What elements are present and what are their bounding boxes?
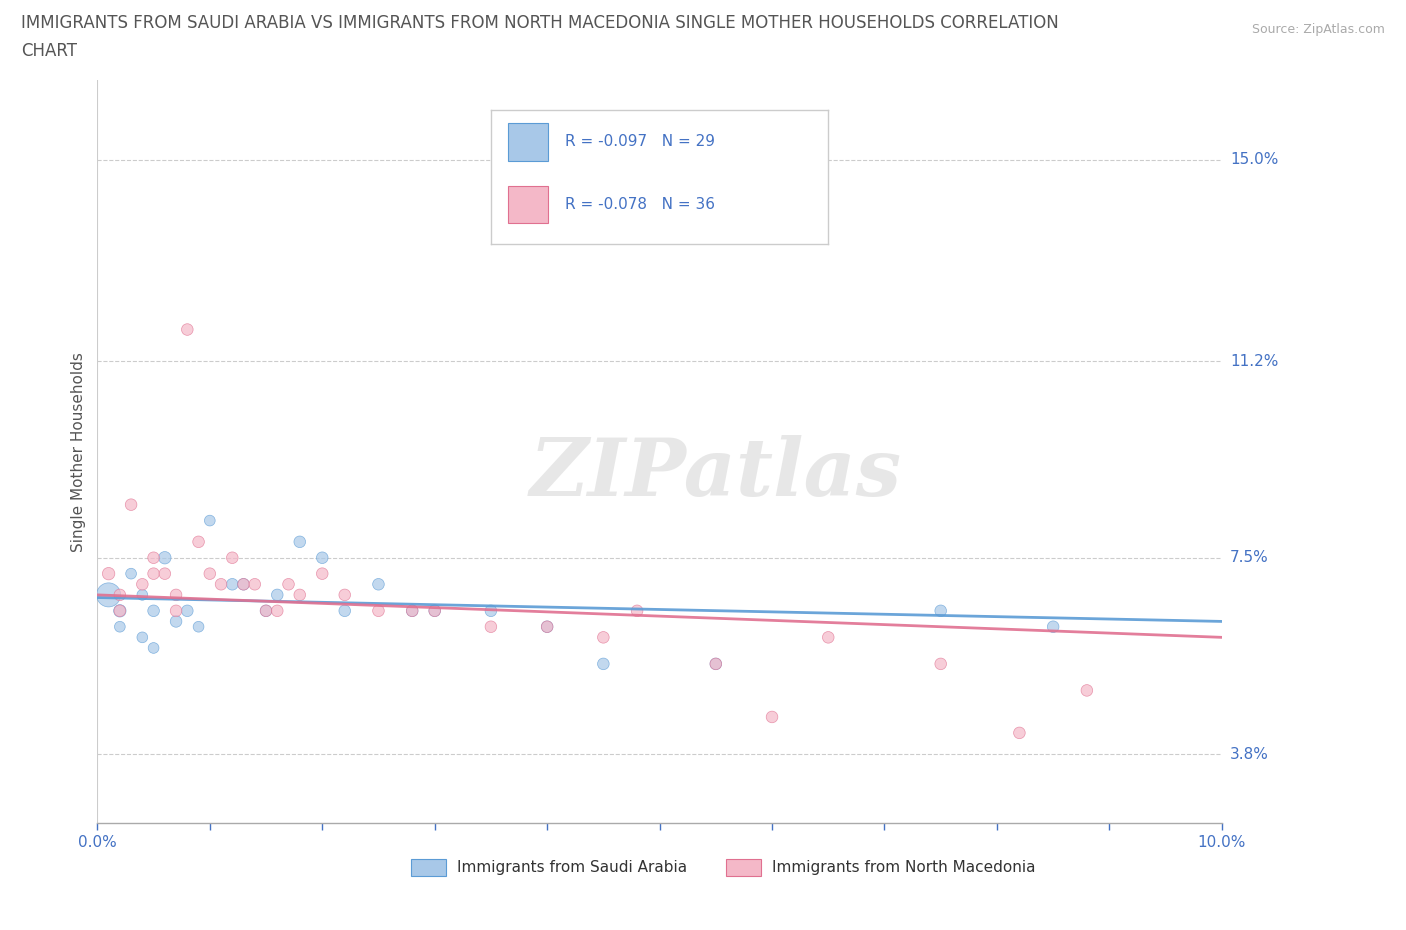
Point [1008,725,1031,740]
Text: CHART: CHART [21,42,77,60]
Point [311,551,333,565]
Point [108,604,131,618]
Point [198,513,221,528]
Point [108,588,131,603]
Point [176,604,198,618]
Text: IMMIGRANTS FROM SAUDI ARABIA VS IMMIGRANTS FROM NORTH MACEDONIA SINGLE MOTHER HO: IMMIGRANTS FROM SAUDI ARABIA VS IMMIGRAN… [21,14,1059,32]
Point [423,604,446,618]
Point [142,551,165,565]
Text: 3.8%: 3.8% [1230,747,1270,762]
Point [367,577,389,591]
Point [165,614,187,629]
Text: Source: ZipAtlas.com: Source: ZipAtlas.com [1251,23,1385,36]
Point [592,657,614,671]
Point [142,566,165,581]
Point [221,551,243,565]
Point [266,604,288,618]
Point [142,604,165,618]
Point [221,577,243,591]
Point [367,604,389,618]
Point [536,619,558,634]
Text: 7.5%: 7.5% [1230,551,1268,565]
Point [626,604,648,618]
Text: ZIPatlas: ZIPatlas [530,435,901,512]
Point [929,657,952,671]
Text: 11.2%: 11.2% [1230,354,1278,369]
Point [929,604,952,618]
Text: 15.0%: 15.0% [1230,153,1278,167]
Point [333,604,356,618]
Point [254,604,277,618]
Point [131,577,153,591]
Point [108,604,131,618]
Y-axis label: Single Mother Households: Single Mother Households [72,352,86,551]
Point [479,619,502,634]
Point [108,619,131,634]
Point [165,604,187,618]
Text: Immigrants from North Macedonia: Immigrants from North Macedonia [772,860,1036,875]
Point [1042,619,1064,634]
Point [423,604,446,618]
Point [479,604,502,618]
Point [761,710,783,724]
Point [817,630,839,644]
Point [165,588,187,603]
Point [704,657,727,671]
Point [254,604,277,618]
Point [288,535,311,550]
Point [232,577,254,591]
Point [120,566,142,581]
Point [176,322,198,337]
Point [153,551,176,565]
Point [187,535,209,550]
Point [401,604,423,618]
Point [198,566,221,581]
Point [153,566,176,581]
Point [1076,683,1098,698]
Text: Immigrants from Saudi Arabia: Immigrants from Saudi Arabia [457,860,688,875]
Point [131,630,153,644]
Point [288,588,311,603]
Point [592,630,614,644]
Point [243,577,266,591]
Point [97,566,120,581]
Point [311,566,333,581]
Point [97,588,120,603]
Point [704,657,727,671]
Point [232,577,254,591]
Point [131,588,153,603]
Point [401,604,423,618]
Point [277,577,299,591]
Point [266,588,288,603]
Point [209,577,232,591]
Point [142,641,165,656]
Point [333,588,356,603]
Point [120,498,142,512]
Point [536,619,558,634]
Point [187,619,209,634]
